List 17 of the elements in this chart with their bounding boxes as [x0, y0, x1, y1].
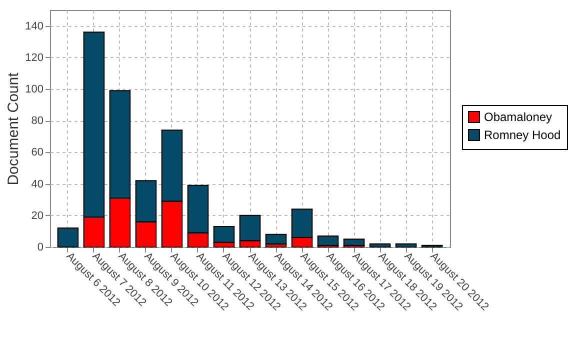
y-axis-title: Document Count	[5, 72, 22, 186]
bar	[343, 238, 365, 246]
bar	[57, 228, 79, 248]
bar	[369, 243, 391, 248]
y-tick-label: 40	[31, 178, 44, 190]
y-tick-label: 80	[31, 115, 44, 128]
y-tick-label: 140	[25, 20, 44, 32]
bar	[395, 243, 417, 248]
y-tick-label: 60	[31, 146, 44, 159]
legend-label: Romney Hood	[484, 128, 561, 142]
y-tick-label: 0	[37, 242, 44, 254]
y-tick-label: 100	[25, 84, 44, 96]
bar	[265, 234, 287, 244]
y-tick-label: 20	[31, 210, 44, 222]
legend-label: Obamaloney	[484, 110, 552, 124]
y-tick-label: 120	[25, 52, 44, 64]
bar	[317, 235, 339, 246]
